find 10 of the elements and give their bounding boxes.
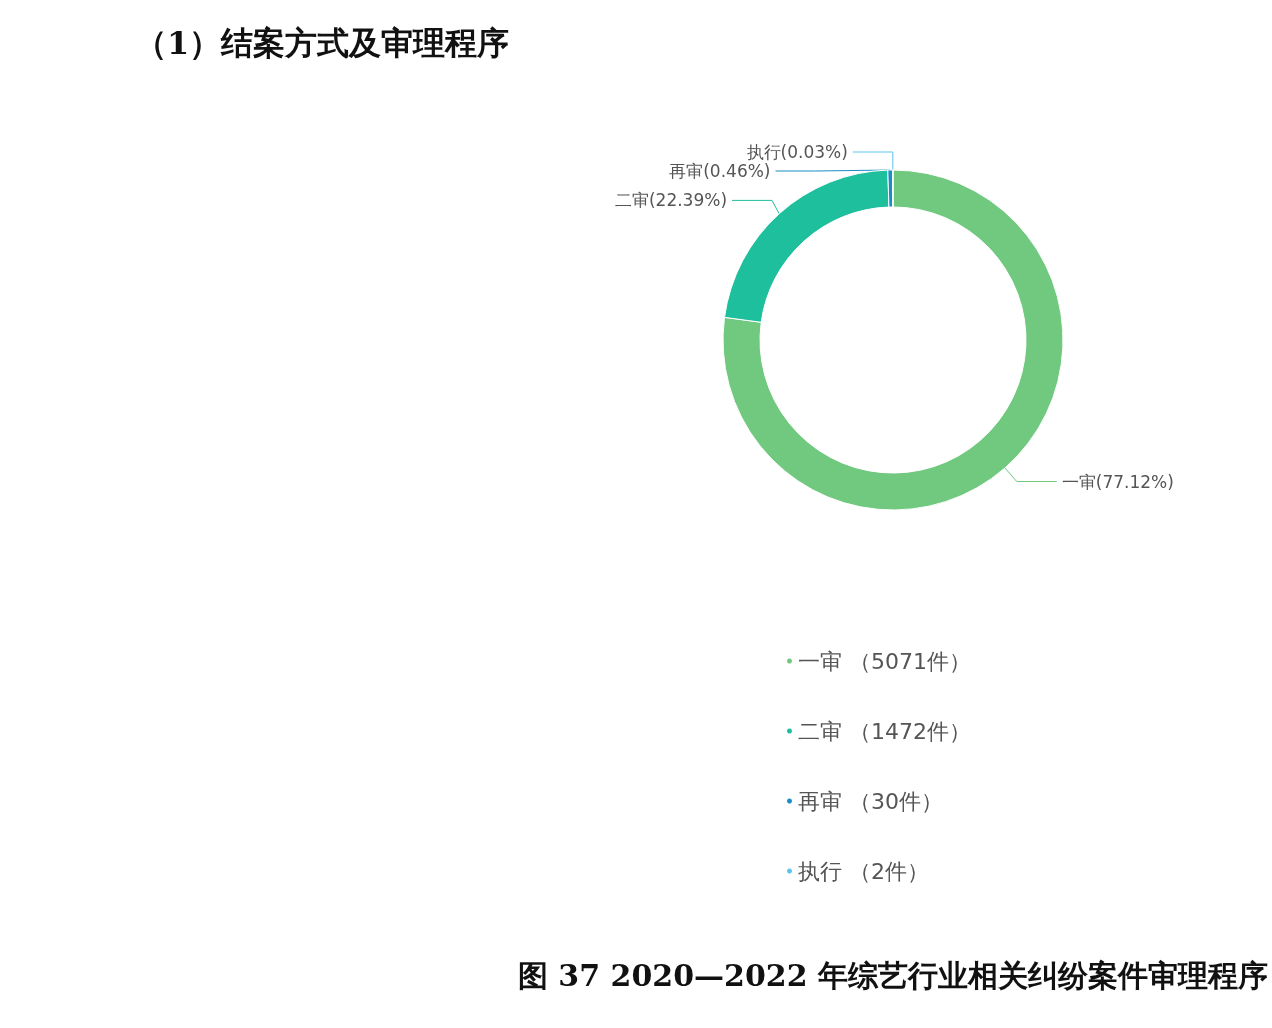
data-label: 一审(77.12%) — [1061, 471, 1174, 492]
text: （1）结案方式及审理程序 — [135, 24, 510, 62]
caption: 图 37 2020—2022 年综艺行业相关纠纷案件审理程序 — [517, 957, 1268, 993]
data-label: 二审(22.39%) — [614, 190, 728, 211]
data-label: 执行(0.03%) — [746, 142, 848, 162]
legend-label: 一审 （5071件） — [798, 648, 971, 674]
legend-label: 再审 （30件） — [798, 788, 943, 814]
legend-label: 执行 （2件） — [798, 858, 929, 884]
data-label: 再审(0.46%) — [669, 161, 771, 181]
legend-label: 二审 （1472件） — [798, 718, 971, 744]
